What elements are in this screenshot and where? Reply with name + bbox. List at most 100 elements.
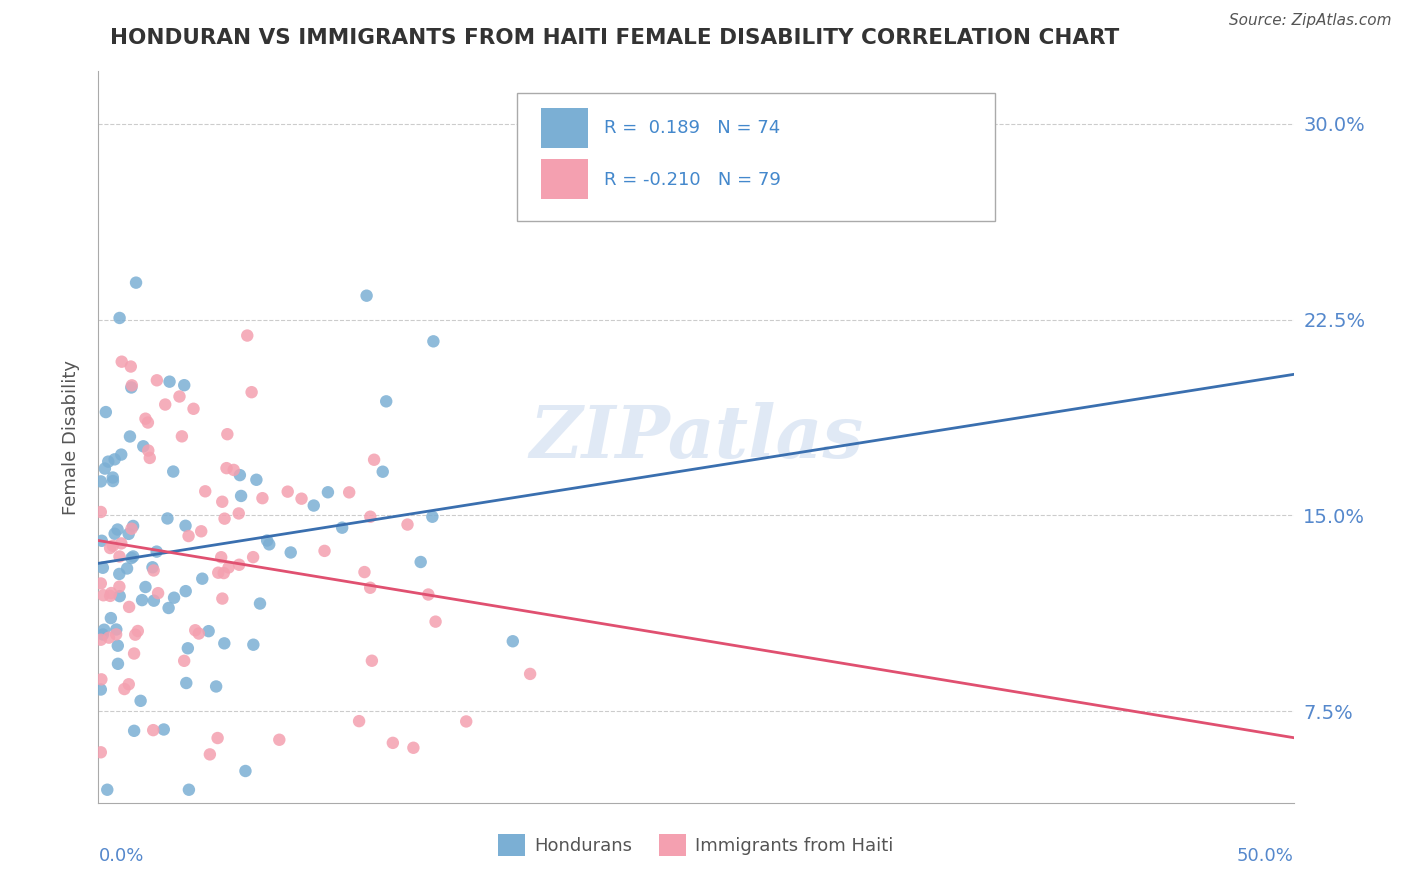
- Point: [120, 551, 142, 566]
- Point: [177, 529, 200, 543]
- Point: [280, 545, 302, 559]
- Point: [191, 572, 214, 586]
- Point: [177, 782, 200, 797]
- Point: [141, 560, 163, 574]
- Point: [356, 288, 378, 302]
- Point: [112, 681, 135, 696]
- Point: [127, 624, 149, 638]
- Point: [381, 736, 404, 750]
- Point: [146, 373, 169, 387]
- Point: [209, 550, 232, 565]
- Point: [90, 673, 112, 687]
- Point: [118, 599, 141, 614]
- Point: [107, 523, 129, 537]
- Point: [100, 611, 122, 625]
- Point: [118, 429, 141, 443]
- Point: [96, 782, 118, 797]
- Point: [190, 524, 212, 539]
- Point: [142, 723, 165, 738]
- Point: [418, 587, 440, 601]
- Point: [97, 455, 120, 469]
- Point: [396, 517, 419, 532]
- Point: [409, 555, 432, 569]
- Point: [519, 666, 541, 681]
- Point: [359, 509, 381, 524]
- Point: [118, 527, 141, 541]
- Point: [249, 597, 271, 611]
- Point: [90, 745, 112, 759]
- Point: [217, 427, 239, 442]
- Point: [222, 463, 245, 477]
- Point: [198, 747, 221, 762]
- Text: Source: ZipAtlas.com: Source: ZipAtlas.com: [1229, 13, 1392, 29]
- Text: ZIPatlas: ZIPatlas: [529, 401, 863, 473]
- Point: [145, 544, 167, 558]
- Point: [163, 591, 186, 605]
- Point: [257, 537, 280, 551]
- Point: [229, 489, 252, 503]
- Point: [174, 584, 197, 599]
- Point: [184, 624, 207, 638]
- Point: [242, 550, 264, 565]
- Point: [155, 398, 177, 412]
- Point: [108, 566, 131, 581]
- Point: [101, 470, 124, 484]
- Point: [157, 601, 180, 615]
- Point: [120, 380, 142, 394]
- Point: [162, 465, 184, 479]
- Point: [101, 474, 124, 488]
- Point: [422, 509, 444, 524]
- Point: [183, 401, 205, 416]
- Point: [256, 533, 278, 548]
- Point: [124, 627, 146, 641]
- Point: [108, 589, 131, 603]
- Point: [347, 714, 370, 728]
- FancyBboxPatch shape: [517, 94, 995, 221]
- Point: [240, 385, 263, 400]
- Point: [177, 641, 200, 656]
- Point: [218, 560, 240, 574]
- Point: [98, 541, 121, 555]
- Point: [93, 623, 115, 637]
- Point: [214, 511, 236, 525]
- Point: [337, 485, 360, 500]
- Point: [316, 485, 339, 500]
- Point: [425, 615, 447, 629]
- Point: [236, 328, 259, 343]
- Point: [314, 544, 336, 558]
- Text: 50.0%: 50.0%: [1237, 847, 1294, 864]
- Point: [197, 624, 219, 639]
- Point: [212, 566, 235, 580]
- Point: [134, 411, 156, 425]
- Point: [269, 732, 291, 747]
- Point: [205, 680, 228, 694]
- Point: [90, 533, 112, 548]
- Point: [104, 452, 127, 467]
- Point: [91, 560, 114, 574]
- Point: [108, 549, 131, 564]
- Point: [115, 561, 138, 575]
- Point: [107, 639, 129, 653]
- Point: [139, 450, 162, 465]
- Point: [277, 484, 299, 499]
- Point: [174, 518, 197, 533]
- Point: [101, 539, 124, 553]
- Point: [131, 593, 153, 607]
- Point: [136, 416, 159, 430]
- Point: [330, 521, 353, 535]
- Point: [194, 484, 217, 499]
- Point: [174, 676, 197, 690]
- FancyBboxPatch shape: [541, 108, 589, 148]
- Point: [242, 638, 264, 652]
- Point: [136, 443, 159, 458]
- Point: [111, 354, 134, 368]
- Point: [159, 375, 181, 389]
- Point: [211, 591, 233, 606]
- Point: [120, 359, 142, 374]
- FancyBboxPatch shape: [541, 159, 589, 200]
- Point: [122, 647, 145, 661]
- Point: [98, 589, 121, 603]
- Point: [375, 394, 398, 409]
- Point: [110, 448, 132, 462]
- Text: 0.0%: 0.0%: [98, 847, 143, 864]
